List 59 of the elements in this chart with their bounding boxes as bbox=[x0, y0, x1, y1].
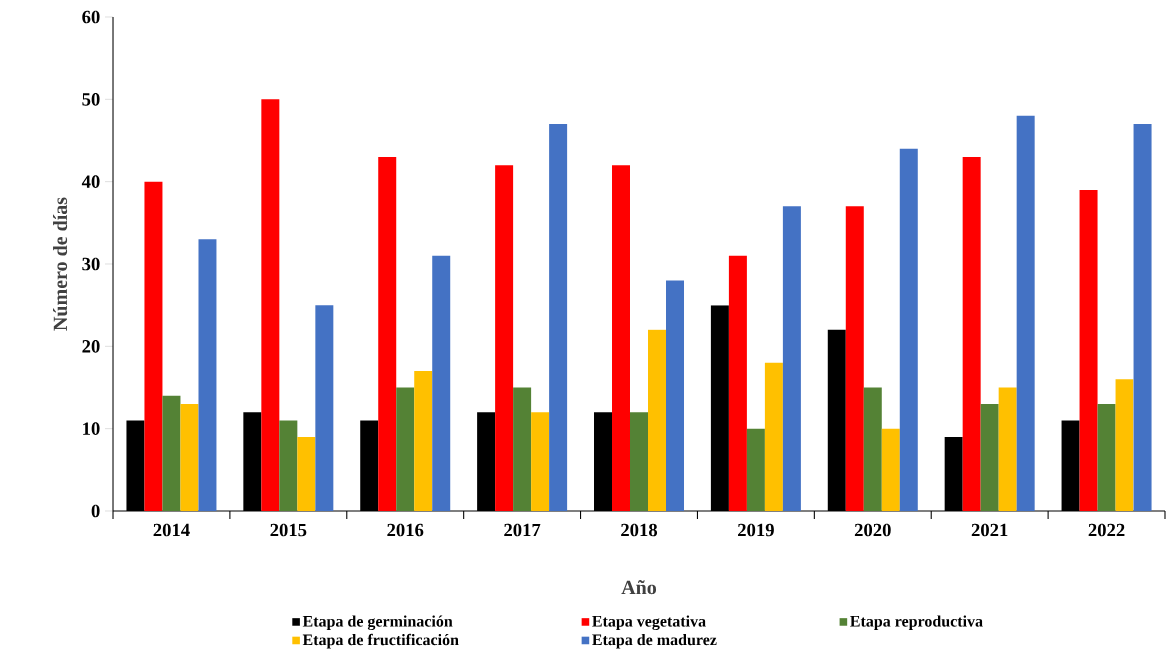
legend-label: Etapa reproductiva bbox=[850, 615, 983, 630]
bar bbox=[180, 403, 199, 511]
x-tick-label: 2018 bbox=[621, 523, 658, 537]
bar bbox=[648, 329, 666, 511]
y-tick-label: 20 bbox=[82, 340, 100, 353]
x-tick-label: 2021 bbox=[971, 523, 1008, 537]
legend-label: Etapa vegetativa bbox=[592, 615, 706, 631]
y-tick-label: 40 bbox=[81, 175, 100, 188]
x-tick-label: 2016 bbox=[387, 523, 424, 537]
bar bbox=[144, 181, 163, 511]
x-tick-label: 2020 bbox=[854, 523, 891, 537]
bar bbox=[764, 362, 783, 511]
bar bbox=[782, 206, 801, 511]
bar bbox=[899, 148, 918, 511]
bar bbox=[630, 412, 648, 511]
bar bbox=[728, 255, 747, 511]
y-tick-label: 0 bbox=[91, 504, 100, 518]
y-tick-label: 30 bbox=[82, 257, 100, 271]
bar bbox=[1016, 115, 1035, 511]
legend-label: Etapa de madurez bbox=[592, 633, 717, 649]
x-tick-label: 2019 bbox=[738, 523, 774, 537]
bar bbox=[261, 99, 280, 511]
bar bbox=[414, 371, 433, 511]
x-axis-title: Año bbox=[621, 580, 657, 595]
bar bbox=[881, 428, 900, 511]
y-axis-title: Número de días bbox=[53, 197, 68, 331]
bar bbox=[612, 165, 630, 511]
bar bbox=[863, 387, 882, 511]
y-tick-label: 60 bbox=[82, 10, 100, 24]
x-tick-label: 2015 bbox=[270, 523, 307, 537]
x-tick-label: 2022 bbox=[1088, 523, 1125, 537]
bar bbox=[998, 387, 1017, 511]
bar bbox=[962, 156, 981, 511]
bar bbox=[1133, 124, 1152, 511]
bar bbox=[198, 239, 217, 511]
y-tick-label: 10 bbox=[83, 422, 100, 435]
bar bbox=[297, 436, 316, 511]
bar bbox=[1115, 379, 1134, 511]
bar bbox=[162, 395, 181, 511]
bar bbox=[746, 428, 765, 511]
legend-label: Etapa de fructificación bbox=[302, 633, 459, 649]
bar bbox=[279, 420, 298, 511]
x-tick-label: 2017 bbox=[504, 523, 541, 537]
bar bbox=[531, 412, 550, 511]
bar bbox=[1097, 403, 1116, 511]
x-tick-label: 2014 bbox=[153, 523, 190, 537]
bar bbox=[845, 206, 864, 511]
legend-label: Etapa de germinación bbox=[302, 615, 453, 631]
y-tick-label: 50 bbox=[82, 93, 100, 106]
bar bbox=[495, 165, 514, 511]
bar bbox=[396, 387, 415, 511]
bar bbox=[980, 403, 999, 511]
bar bbox=[378, 156, 397, 511]
bar bbox=[666, 280, 685, 511]
bar bbox=[432, 255, 451, 511]
bar bbox=[549, 124, 568, 511]
bar bbox=[513, 387, 532, 511]
bar bbox=[1079, 189, 1098, 511]
bar bbox=[315, 305, 334, 511]
